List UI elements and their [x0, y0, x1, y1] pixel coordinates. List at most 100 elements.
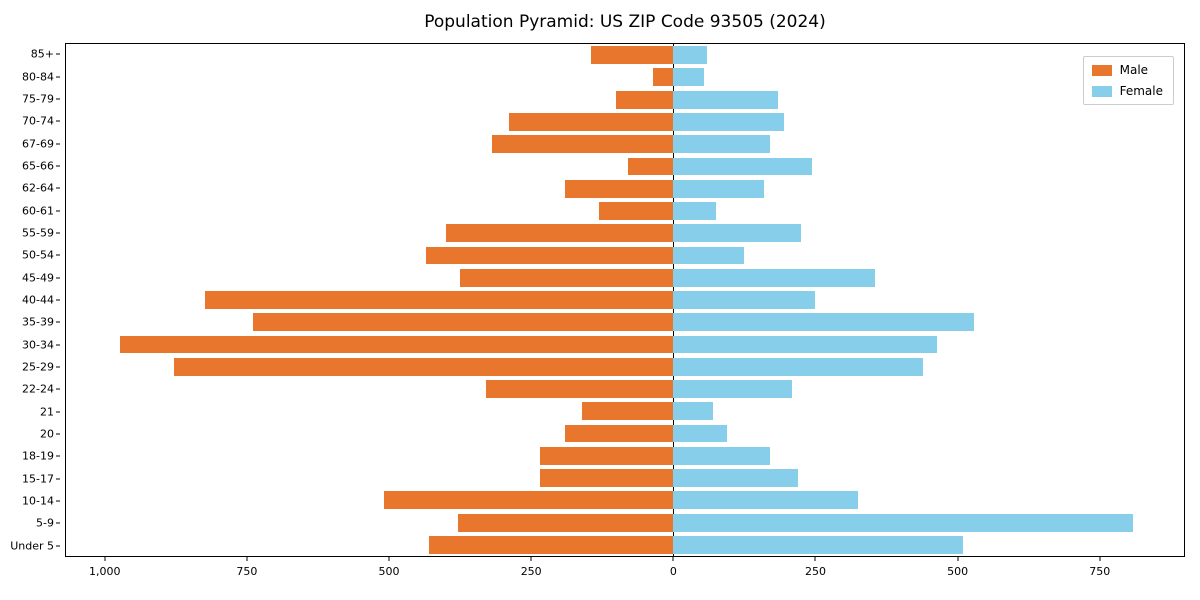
bar-female-21: [673, 402, 713, 421]
bar-female-45-49: [673, 268, 875, 287]
bar-male-45-49: [460, 268, 674, 287]
bar-female-15-17: [673, 469, 799, 487]
bar-male-under-5: [429, 535, 674, 554]
bar-female-25-29: [673, 357, 923, 376]
y-tick-mark: [56, 210, 60, 212]
bar-male-25-29: [173, 357, 674, 376]
female-color-swatch: [1091, 85, 1112, 97]
y-tick-mark: [56, 120, 60, 122]
y-label-18-19: 18-19: [22, 449, 54, 463]
bar-male-67-69: [491, 135, 674, 154]
y-tick-mark: [56, 433, 60, 435]
bar-male-75-79: [616, 90, 674, 109]
bar-male-55-59: [446, 224, 674, 243]
x-tick-label: 1,000: [89, 565, 121, 578]
bar-female-70-74: [673, 113, 784, 131]
bar-female-62-64: [673, 179, 765, 198]
bar-male-62-64: [565, 179, 674, 198]
x-tick-label: 250: [804, 565, 826, 578]
bar-male-60-61: [599, 202, 674, 220]
bar-male-15-17: [539, 469, 674, 487]
bar-male-10-14: [383, 491, 674, 510]
bar-female-under-5: [673, 535, 963, 554]
y-tick-mark: [56, 98, 60, 100]
y-tick-mark: [56, 411, 60, 413]
bar-female-55-59: [673, 224, 801, 243]
y-label-70-74: 70-74: [22, 114, 54, 128]
x-tick-mark: [246, 557, 248, 561]
bar-female-5-9: [673, 513, 1133, 532]
bar-male-30-34: [119, 335, 674, 354]
legend-entry-male: Male: [1091, 63, 1163, 77]
x-tick-mark: [104, 557, 106, 561]
x-tick-mark: [957, 557, 959, 561]
legend-label-male: Male: [1119, 63, 1149, 77]
y-label-5-9: 5-9: [36, 516, 54, 530]
bar-female-30-34: [673, 335, 938, 354]
legend-label-female: Female: [1119, 84, 1163, 98]
x-tick-label: 750: [236, 565, 258, 578]
y-label-67-69: 67-69: [22, 137, 54, 151]
y-label-30-34: 30-34: [22, 338, 54, 352]
y-label-22-24: 22-24: [22, 382, 54, 396]
bar-female-35-39: [673, 313, 975, 332]
bar-male-80-84: [653, 68, 674, 87]
bar-male-85+: [590, 46, 674, 65]
y-tick-mark: [56, 187, 60, 189]
bar-female-10-14: [673, 491, 858, 510]
bar-female-67-69: [673, 135, 770, 154]
bar-female-80-84: [673, 68, 705, 87]
bar-male-18-19: [539, 446, 674, 465]
bar-female-85+: [673, 46, 708, 65]
y-tick-mark: [56, 545, 60, 547]
x-tick-mark: [530, 557, 532, 561]
y-tick-mark: [56, 165, 60, 167]
x-tick-mark: [672, 557, 674, 561]
y-tick-mark: [56, 143, 60, 145]
y-tick-mark: [56, 455, 60, 457]
x-tick-mark: [388, 557, 390, 561]
y-label-55-59: 55-59: [22, 226, 54, 240]
y-tick-mark: [56, 366, 60, 368]
y-tick-mark: [56, 277, 60, 279]
bar-female-60-61: [673, 202, 716, 220]
plot-area: Male Female: [65, 43, 1185, 557]
bar-male-20: [565, 424, 674, 443]
y-label-60-61: 60-61: [22, 204, 54, 218]
x-tick-label: 250: [520, 565, 542, 578]
y-tick-mark: [56, 53, 60, 55]
y-tick-mark: [56, 344, 60, 346]
bar-male-70-74: [508, 113, 674, 131]
bar-male-5-9: [457, 513, 674, 532]
y-tick-mark: [56, 232, 60, 234]
y-axis-labels: 85+ 80-84 75-79 70-74 67-69 65-66 62-64 60-61 55…: [0, 43, 60, 557]
y-tick-mark: [56, 522, 60, 524]
chart-title: Population Pyramid: US ZIP Code 93505 (2…: [424, 12, 826, 32]
bar-male-65-66: [627, 157, 674, 176]
bar-female-50-54: [673, 246, 745, 265]
y-label-20: 20: [40, 427, 54, 441]
bar-female-22-24: [673, 380, 793, 398]
y-label-80-84: 80-84: [22, 70, 54, 84]
y-label-10-14: 10-14: [22, 494, 54, 508]
bar-female-75-79: [673, 90, 779, 109]
y-tick-mark: [56, 388, 60, 390]
x-axis-ticks: 1,000 750 500 250 0 250 500 750: [65, 557, 1185, 587]
y-tick-mark: [56, 76, 60, 78]
y-label-40-44: 40-44: [22, 293, 54, 307]
y-tick-mark: [56, 299, 60, 301]
y-label-75-79: 75-79: [22, 92, 54, 106]
bar-female-18-19: [673, 446, 770, 465]
y-tick-mark: [56, 500, 60, 502]
x-tick-label: 500: [947, 565, 969, 578]
bar-male-21: [582, 402, 674, 421]
bar-female-65-66: [673, 157, 813, 176]
legend: Male Female: [1082, 56, 1174, 105]
bar-female-20: [673, 424, 728, 443]
y-tick-mark: [56, 478, 60, 480]
x-tick-label: 0: [669, 565, 677, 578]
bar-male-40-44: [205, 291, 674, 309]
y-tick-mark: [56, 254, 60, 256]
bar-male-50-54: [426, 246, 674, 265]
